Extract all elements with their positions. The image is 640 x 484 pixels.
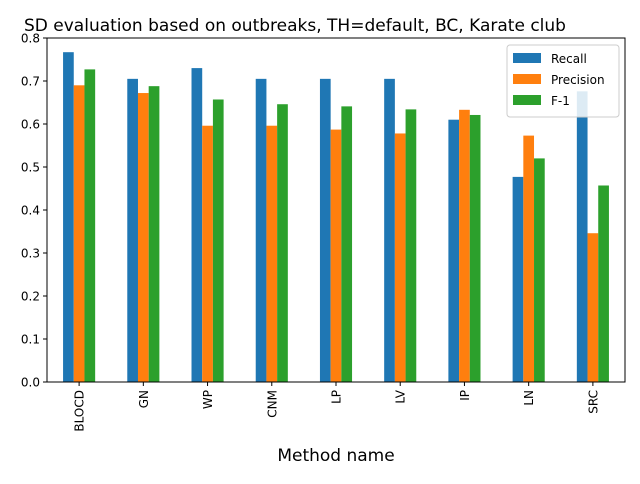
bar-precision-ln — [523, 135, 535, 382]
y-tick-label: 0.0 — [21, 376, 40, 390]
legend: Recall Precision F-1 — [506, 44, 620, 118]
bar-recall-blocd — [63, 52, 74, 382]
bar-precision-src — [587, 233, 599, 382]
bar-precision-cnm — [266, 125, 278, 382]
x-axis-label: Method name — [277, 446, 394, 466]
bar-precision-blocd — [73, 85, 85, 383]
bars-layer — [63, 52, 609, 383]
x-tick-label-cnm: CNM — [265, 390, 279, 418]
chart-title: SD evaluation based on outbreaks, TH=def… — [24, 16, 566, 36]
x-tick-label-ip: IP — [458, 390, 472, 401]
bar-precision-gn — [137, 93, 149, 382]
bar-precision-ip — [459, 109, 470, 382]
x-tick-label-lp: LP — [330, 390, 344, 404]
y-tick-label: 0.8 — [21, 32, 40, 46]
x-tick-label-blocd: BLOCD — [73, 390, 87, 432]
x-tick-label-wp: WP — [201, 390, 215, 409]
y-tick-label: 0.1 — [21, 333, 40, 347]
y-tick-label: 0.5 — [21, 161, 40, 175]
bar-recall-ln — [512, 176, 524, 382]
bar-precision-lp — [330, 129, 342, 382]
bar-f1-lv — [405, 109, 417, 382]
y-tick-label: 0.2 — [21, 290, 40, 304]
legend-label-f1: F-1 — [551, 94, 570, 108]
legend-label-recall: Recall — [551, 52, 587, 66]
bar-f1-ip — [469, 114, 481, 382]
bar-f1-lp — [341, 106, 353, 383]
bar-f1-gn — [148, 86, 160, 382]
bar-precision-wp — [202, 125, 213, 382]
y-tick-label: 0.4 — [21, 204, 40, 218]
x-tick-label-ln: LN — [522, 390, 536, 406]
bar-f1-blocd — [84, 69, 96, 382]
bar-recall-src — [576, 91, 588, 382]
bar-recall-gn — [127, 78, 138, 382]
bar-recall-wp — [191, 68, 203, 382]
y-axis: 0.0 0.1 0.2 0.3 0.4 0.5 0.6 0.7 0.8 — [21, 32, 47, 390]
bar-recall-lv — [384, 78, 395, 382]
x-tick-label-src: SRC — [586, 390, 600, 414]
y-tick-label: 0.6 — [21, 118, 40, 132]
bar-recall-cnm — [255, 78, 267, 382]
legend-swatch-f1 — [513, 95, 541, 105]
legend-label-precision: Precision — [551, 73, 605, 87]
x-tick-label-lv: LV — [394, 389, 408, 403]
bar-f1-cnm — [277, 104, 288, 382]
y-tick-label: 0.3 — [21, 247, 40, 261]
bar-f1-ln — [534, 158, 545, 382]
plot-frame — [46, 37, 626, 383]
legend-swatch-precision — [513, 74, 541, 84]
y-tick-label: 0.7 — [21, 75, 40, 89]
legend-swatch-recall — [513, 53, 541, 63]
bar-precision-lv — [394, 133, 406, 382]
bar-f1-wp — [212, 99, 224, 383]
x-tick-label-gn: GN — [137, 390, 151, 408]
bar-f1-src — [598, 185, 609, 382]
x-axis: BLOCD GN WP CNM LP LV IP LN SRC — [73, 382, 600, 432]
bar-recall-lp — [319, 78, 331, 382]
bar-recall-ip — [448, 119, 460, 382]
